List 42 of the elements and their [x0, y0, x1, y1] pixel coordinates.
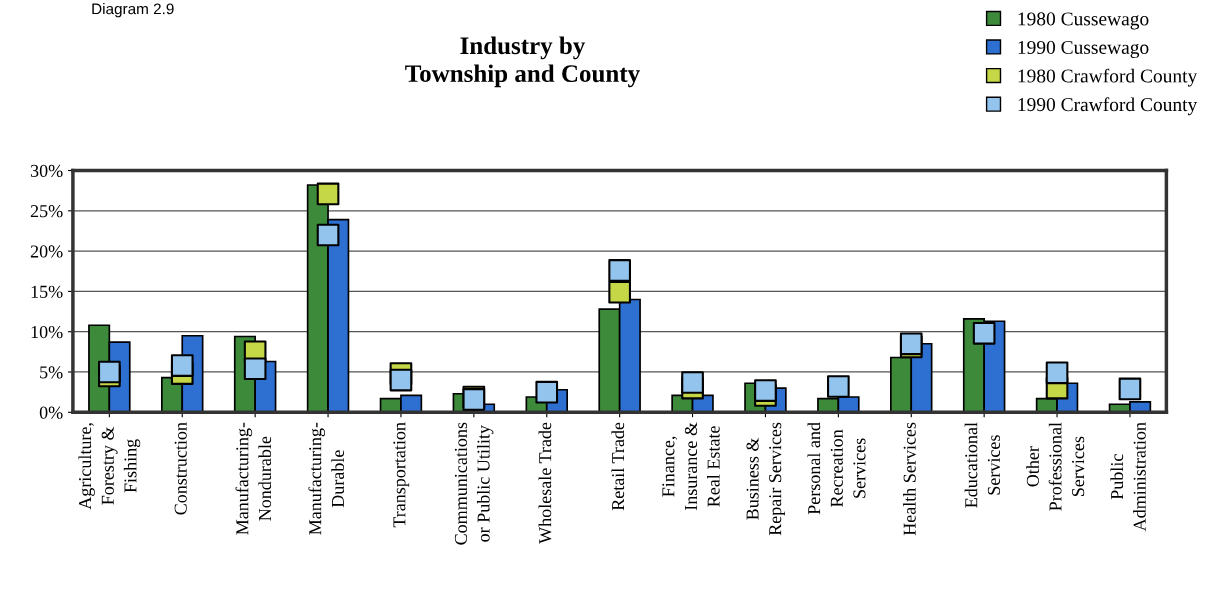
x-tick-label: Wholesale Trade — [538, 422, 552, 544]
x-tick-label: Business & Repair Services — [746, 422, 785, 536]
point — [535, 380, 559, 404]
legend-label: 1980 Crawford County — [1018, 68, 1198, 87]
point — [972, 321, 996, 345]
x-tick-label: Other Professional Services — [1026, 422, 1085, 511]
x-tick-label: Manufacturing- Durable — [308, 422, 345, 535]
point — [389, 368, 413, 392]
x-tick-label: Communications or Public Utility — [454, 422, 494, 545]
text: Diagram 2.9 — [92, 3, 174, 18]
point — [608, 280, 631, 304]
chart-title: Industry by Township and County — [405, 36, 640, 88]
y-tick-label: 15% — [31, 285, 63, 298]
x-tick-label: Manufacturing- Nondurable — [235, 422, 272, 535]
x-tick-label: Educational Services — [964, 422, 1000, 508]
point — [316, 223, 340, 247]
point — [1045, 361, 1069, 385]
x-tick-label: Finance, Insurance & Real Estate — [662, 422, 720, 511]
point — [316, 182, 340, 206]
y-tick-label: 20% — [30, 245, 63, 258]
x-tick-label: Construction — [174, 422, 187, 515]
point — [754, 379, 777, 402]
legend-label: 1990 Cussewago — [1018, 40, 1149, 58]
x-tick-label: Retail Trade — [611, 422, 625, 511]
legend-label: 1990 Crawford County — [1018, 97, 1198, 116]
point — [827, 375, 850, 398]
y-tick-label: 5% — [40, 366, 63, 379]
point — [243, 357, 267, 381]
x-tick-label: Public Administration — [1110, 422, 1146, 532]
legend-label: 1980 Cussewago — [1018, 12, 1149, 30]
x-tick-label: Agriculture, Forestry & Fishing — [78, 423, 141, 510]
point — [608, 259, 631, 282]
y-tick-label: 30% — [30, 164, 63, 178]
point — [681, 371, 704, 394]
y-tick-label: 25% — [30, 205, 63, 218]
point — [1118, 377, 1142, 401]
x-tick-label: Personal and Recreation Services — [807, 422, 866, 515]
y-tick-label: 10% — [31, 325, 63, 339]
x-tick-label: Health Services — [903, 422, 916, 536]
x-tick-label: Transportation — [393, 422, 410, 528]
y-tick-label: 0% — [39, 406, 63, 419]
point — [170, 354, 194, 377]
